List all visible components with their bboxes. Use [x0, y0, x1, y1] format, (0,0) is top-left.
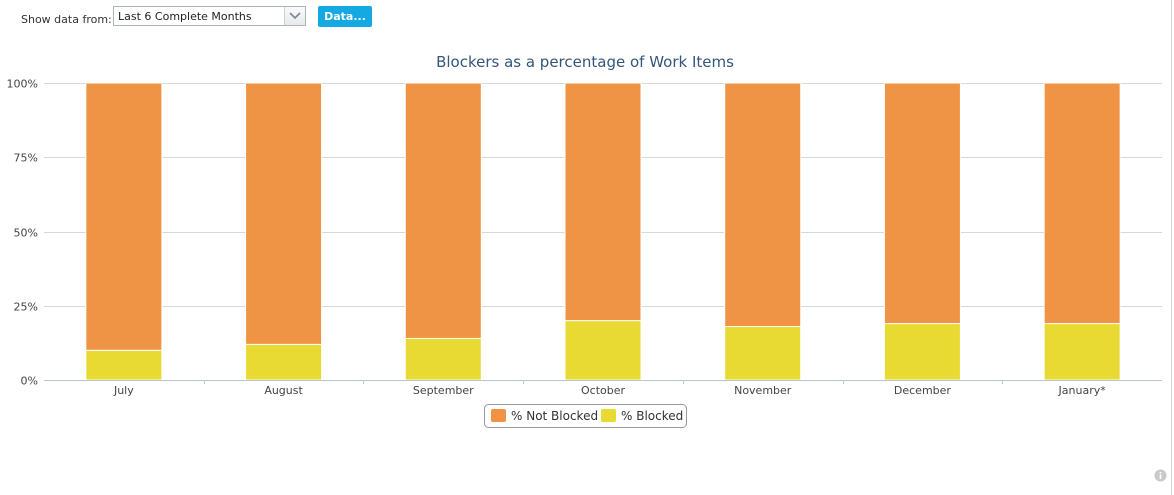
range-select-arrow[interactable] [284, 7, 305, 25]
bar-segment[interactable] [883, 82, 961, 325]
y-tick-label: 0% [21, 375, 38, 388]
x-tick-label: October [581, 384, 625, 397]
y-tick-label: 75% [14, 152, 38, 165]
y-axis: 0% 25% 50% 75% 100% [7, 78, 38, 388]
bar-segment[interactable] [245, 343, 323, 381]
x-tick-label: August [264, 384, 303, 397]
y-tick-label: 100% [7, 78, 38, 91]
x-tick-label: January* [1058, 384, 1107, 397]
x-tick-label: November [734, 384, 792, 397]
bar-segment[interactable] [564, 82, 642, 322]
bar-segment[interactable] [564, 320, 642, 381]
x-tick-label: July [113, 384, 134, 397]
bar-segment[interactable] [883, 323, 961, 381]
show-data-from-label: Show data from: [21, 13, 112, 26]
bar-segment[interactable] [85, 82, 163, 351]
bar-segment[interactable] [1043, 323, 1121, 381]
legend-swatch[interactable] [491, 409, 506, 422]
range-select[interactable]: Last 6 Complete Months [113, 6, 306, 26]
chevron-down-icon [289, 12, 301, 20]
x-tick-label: September [413, 384, 474, 397]
bar-segment[interactable] [724, 326, 802, 381]
legend-swatch[interactable] [601, 409, 616, 422]
bars [85, 82, 1121, 381]
legend-box [484, 404, 687, 428]
x-tick-label: December [894, 384, 952, 397]
x-axis: July August September October November Decemb… [44, 380, 1162, 397]
bar-segment[interactable] [404, 82, 482, 339]
bar-segment[interactable] [1043, 82, 1121, 325]
info-icon[interactable] [1154, 469, 1167, 482]
bar-segment[interactable] [245, 82, 323, 345]
bar-segment[interactable] [724, 82, 802, 328]
y-tick-label: 25% [14, 301, 38, 314]
range-select-value: Last 6 Complete Months [118, 10, 252, 23]
bar-segment[interactable] [404, 337, 482, 381]
data-button[interactable]: Data... [318, 6, 372, 27]
right-border [1171, 0, 1172, 495]
chart-title: Blockers as a percentage of Work Items [436, 53, 734, 71]
legend: % Not Blocked % Blocked [484, 404, 687, 428]
toolbar: Show data from: Last 6 Complete Months D… [0, 6, 600, 28]
legend-label[interactable]: % Not Blocked [511, 409, 598, 423]
legend-label[interactable]: % Blocked [621, 409, 683, 423]
bar-segment[interactable] [85, 349, 163, 381]
y-tick-label: 50% [14, 227, 38, 240]
